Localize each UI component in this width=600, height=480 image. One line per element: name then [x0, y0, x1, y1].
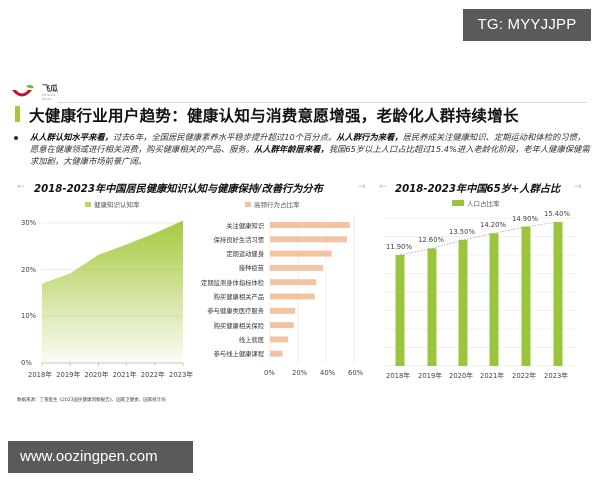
bar-category-label: 接种疫苗	[238, 265, 264, 273]
x-tick-label: 2022年	[140, 371, 165, 379]
bar-category-label: 购买健康相关保险	[213, 322, 264, 330]
data-label: 12.60%	[418, 236, 444, 245]
x-tick-label: 2018年	[386, 372, 411, 380]
left-section-title: 2018-2023年中国居民健康知识认知与健康保持/改善行为分布	[34, 184, 323, 195]
x-tick-label: 40%	[320, 369, 336, 377]
area-chart-legend: 健康知识认知率	[85, 199, 140, 209]
bar-category-label: 参与线上健康课程	[213, 351, 264, 359]
arrow-right-icon: →	[358, 182, 366, 192]
summary-text-2: 居民养成关注健康知识、定期运动和体检的习惯，愿意在健康领或进行相关消费，购买健康…	[30, 132, 586, 155]
page-title: 大健康行业用户趋势：健康认知与消费意愿增强，老龄化人群持续增长	[29, 107, 519, 125]
arrow-left-icon: ←	[17, 182, 25, 192]
x-tick-label: 2018年	[28, 371, 53, 379]
summary-text-1: 过去6年，全国居民健康素养水平稳步提升超过10个百分点。	[112, 132, 337, 142]
arrow-right-icon: →	[574, 182, 582, 192]
brand-name: 飞瓜	[42, 84, 58, 93]
y-tick-label: 0%	[21, 359, 32, 367]
bar-category-label: 参与健康类医疗服务	[207, 308, 264, 316]
bar-category-label: 购买健康相关产品	[213, 294, 264, 301]
bar-category-label: 定期运动健身	[226, 251, 264, 259]
legend-swatch	[85, 201, 91, 207]
x-tick-label: 2019年	[418, 372, 443, 380]
brand-logo: 飞瓜 FEIGUA DATA	[10, 83, 60, 101]
bullet-icon	[14, 136, 18, 140]
right-section-title: 2018-2023年中国65岁+人群占比	[395, 184, 561, 195]
bar-category-label: 线上就医	[238, 336, 264, 344]
summary-bold-3: 从人群年龄层来看，	[254, 144, 329, 155]
header-divider	[58, 102, 587, 103]
x-tick-label: 2023年	[169, 371, 194, 379]
x-tick-label: 20%	[292, 369, 308, 377]
summary-bold-1: 从人群认知水平来看，	[30, 132, 113, 142]
data-label: 14.90%	[512, 214, 538, 223]
x-tick-label: 2021年	[480, 372, 505, 380]
area-chart	[41, 220, 184, 366]
y-tick-label: 30%	[21, 219, 37, 227]
data-source: 数据来源：丁香医生《2023国民健康洞察报告》、国家卫健委、国家统计局	[17, 398, 166, 403]
bar-category-label: 关注健康知识	[226, 222, 264, 230]
brand-subtitle: FEIGUA DATA	[42, 93, 57, 101]
legend-label: 健康知识认知率	[94, 201, 140, 209]
x-tick-label: 2019年	[56, 371, 81, 379]
vbar-chart-legend: 人口占比率	[452, 198, 500, 208]
x-tick-label: 2020年	[449, 372, 474, 380]
bar-category-label: 保持良好生活习惯	[213, 236, 264, 244]
x-tick-label: 2023年	[544, 372, 569, 380]
x-tick-label: 2021年	[112, 371, 137, 379]
summary-bold-2: 从人群行为来看，	[336, 132, 403, 142]
y-tick-label: 10%	[21, 312, 37, 321]
legend-swatch	[452, 200, 464, 206]
legend-label: 人口占比率	[467, 200, 500, 208]
data-label: 13.50%	[449, 227, 475, 236]
summary-paragraph: 从人群认知水平来看，过去6年，全国居民健康素养水平稳步提升超过10个百分点。从人…	[30, 131, 590, 168]
y-tick-label: 20%	[21, 265, 37, 274]
arrow-left-icon: ←	[379, 182, 387, 192]
hbar-chart	[269, 215, 355, 364]
x-tick-label: 2022年	[512, 372, 537, 380]
watermark-website: www.oozingpen.com	[8, 441, 193, 473]
x-tick-label: 0%	[264, 369, 275, 377]
data-label: 14.20%	[480, 221, 506, 230]
legend-swatch	[245, 201, 251, 207]
watermark-telegram: TG: MYYJJPP	[463, 9, 591, 41]
title-accent-bar	[15, 106, 20, 122]
hbar-chart-legend: 高频行为占比率	[245, 199, 300, 209]
feigua-logo-icon	[12, 84, 34, 97]
data-label: 11.90%	[386, 243, 412, 251]
legend-label: 高频行为占比率	[254, 201, 300, 209]
x-tick-label: 60%	[348, 369, 364, 377]
x-tick-label: 2020年	[84, 371, 109, 379]
vbar-chart	[385, 217, 575, 367]
bar-category-label: 定期监测身体指标体检	[201, 279, 264, 287]
data-label: 15.40%	[544, 210, 570, 218]
summary-text-3: 我国65岁以上人口占比超过15.4%进入老龄化阶段，老年人健康保健需求加剧，大健…	[30, 144, 590, 167]
